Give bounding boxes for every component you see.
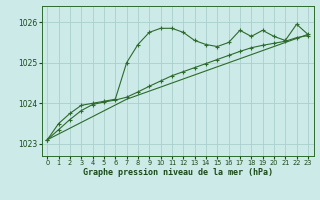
X-axis label: Graphe pression niveau de la mer (hPa): Graphe pression niveau de la mer (hPa) xyxy=(83,168,273,177)
